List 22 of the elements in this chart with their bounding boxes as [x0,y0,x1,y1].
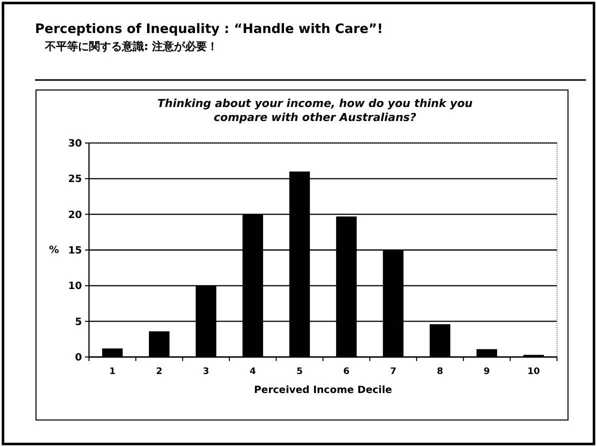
y-tick-label: 25 [68,174,82,186]
text: Thinking about your income, how do you think you compare with other Australians? [157,97,473,124]
x-tick-label: 5 [296,367,303,377]
y-tick-label: 0 [75,352,82,364]
y-axis-title: % [48,245,60,256]
y-tick-label: 5 [75,316,82,328]
x-tick-label: 7 [390,367,396,377]
x-tick-label: 10 [527,367,540,377]
y-tick-label: 30 [68,138,82,150]
y-tick-label: 10 [68,281,82,292]
y-tick-label: 20 [68,210,82,221]
x-tick-label: 4 [250,367,256,377]
x-tick-label: 2 [156,367,162,377]
chart-subtitle: 不平等に関する意識: 注意が必要！ [44,40,218,53]
y-tick-label: 15 [68,246,82,256]
x-tick-label: 6 [343,367,350,377]
chart-title: Perceptions of Inequality : “Handle with Care”! [35,22,383,37]
x-axis-title: Perceived Income Decile [254,385,392,396]
x-tick-label: 9 [484,367,490,377]
x-tick-label: 1 [109,367,116,377]
x-tick-label: 8 [436,367,444,377]
x-tick-label: 3 [202,367,210,377]
